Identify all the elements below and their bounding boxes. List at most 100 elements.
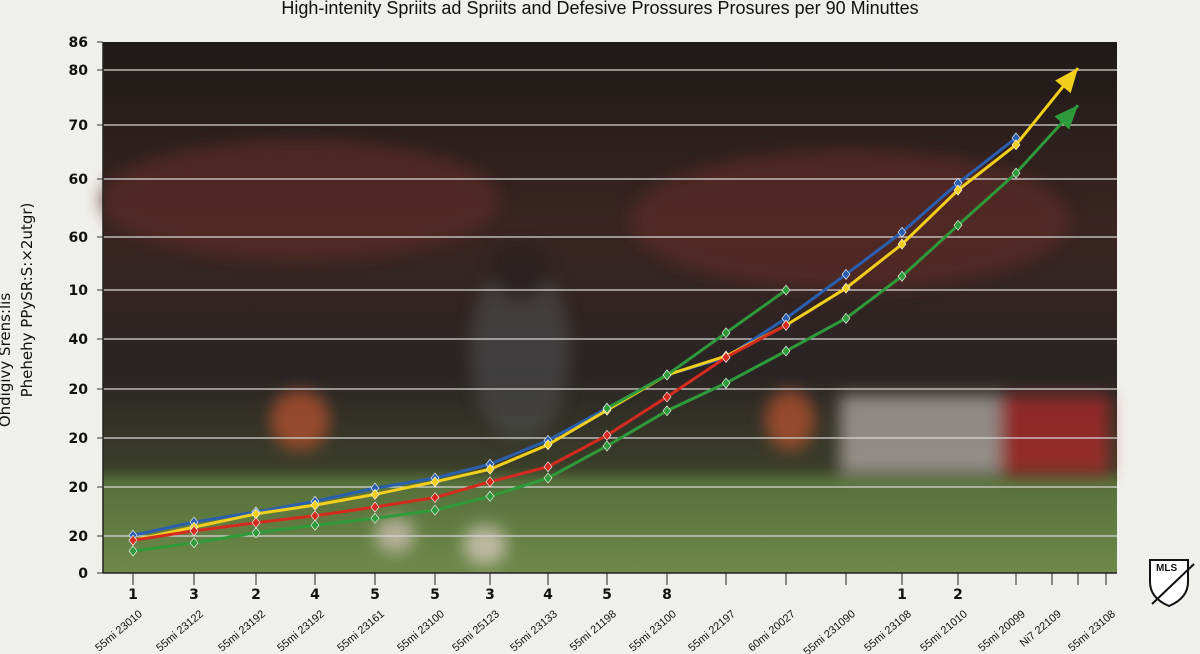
data-point — [1011, 139, 1021, 151]
x-tick-label: 3 — [189, 587, 199, 603]
arrowhead — [1054, 105, 1078, 130]
data-point — [189, 537, 199, 549]
data-point — [897, 238, 907, 250]
data-point — [543, 439, 553, 451]
series-4 — [602, 284, 791, 414]
series-2 — [128, 319, 791, 546]
y-tick-label: 40 — [69, 332, 89, 348]
x-tick-label: 4 — [310, 587, 320, 603]
x-tick-label: 5 — [370, 587, 380, 603]
x-date-label: 55mi 23192 — [275, 608, 327, 654]
data-point — [721, 351, 731, 363]
x-tick-label: 1 — [897, 587, 907, 603]
x-date-label: 55mi 23192 — [216, 608, 268, 654]
data-point — [602, 440, 612, 452]
x-date-label: 55mi 23108 — [1066, 608, 1118, 654]
y-tick-label: 60 — [69, 230, 89, 246]
series-group — [128, 67, 1080, 557]
y-tick-label: 86 — [69, 35, 88, 51]
data-point — [953, 219, 963, 231]
y-axis-label-line-2: Phehehy PPySR:S:×2utgr) — [18, 203, 36, 398]
x-date-label: 55mi 23122 — [154, 608, 206, 654]
data-point — [485, 463, 495, 475]
y-tick-label: 80 — [69, 63, 89, 79]
data-point — [662, 391, 672, 403]
x-date-label: 60mi 20027 — [746, 608, 798, 654]
data-point — [310, 499, 320, 511]
data-point — [721, 377, 731, 389]
series-3 — [128, 104, 1080, 557]
data-point — [370, 512, 380, 524]
plot-background — [100, 42, 1117, 573]
y-tick-label: 20 — [69, 480, 89, 496]
data-point — [662, 369, 672, 381]
data-point — [189, 525, 199, 537]
data-point — [430, 476, 440, 488]
data-point — [370, 501, 380, 513]
x-date-label: 55mi 23010 — [93, 608, 145, 654]
data-point — [781, 319, 791, 331]
x-tick-label: 5 — [602, 587, 612, 603]
y-tick-label: 20 — [69, 529, 89, 545]
x-date-label: 55mi 21198 — [568, 608, 619, 654]
x-date-label: 55mi 23100 — [395, 608, 447, 654]
x-tick-label: 5 — [430, 587, 440, 603]
data-point — [781, 345, 791, 357]
x-date-label: 55mi 25123 — [450, 608, 502, 654]
x-date-label: 55mi 23161 — [335, 608, 387, 654]
data-point — [841, 312, 851, 324]
x-date-label: 55mi 231090 — [801, 608, 857, 654]
y-axis: 0 20 20 20 20 40 10 60 60 70 80 86 — [69, 35, 104, 582]
x-tick-label: 1 — [128, 587, 138, 603]
data-point — [310, 519, 320, 531]
series-line — [132, 136, 1017, 537]
data-point — [602, 429, 612, 441]
grid — [103, 69, 1117, 537]
x-date-label: 55mi 22197 — [686, 608, 738, 654]
data-point — [251, 527, 261, 539]
y-axis-label-line-1: Ohdigivy Srens:lis — [0, 293, 14, 428]
chart-title: High-intenity Spriits ad Spriits and Def… — [281, 0, 918, 18]
y-tick-label: 20 — [69, 431, 89, 447]
y-tick-label: 70 — [69, 118, 89, 134]
data-point — [897, 226, 907, 238]
x-date-label: 55mi 23100 — [627, 608, 679, 654]
x-tick-label: 2 — [251, 587, 261, 603]
data-point — [430, 504, 440, 516]
mls-logo: MLS — [1149, 559, 1195, 608]
data-point — [543, 461, 553, 473]
data-point — [721, 327, 731, 339]
x-date-label: 55mi 21010 — [918, 608, 970, 654]
data-point — [128, 534, 138, 546]
data-point — [128, 545, 138, 557]
y-tick-label: 10 — [69, 283, 89, 299]
data-point — [841, 282, 851, 294]
x-date-label: 55mi 23133 — [508, 608, 560, 654]
data-point — [1011, 167, 1021, 179]
x-tick-label: 2 — [953, 587, 963, 603]
y-tick-label: 0 — [78, 566, 88, 582]
y-tick-label: 20 — [69, 382, 89, 398]
logo-text: MLS — [1156, 563, 1177, 574]
data-point — [781, 284, 791, 296]
data-point — [485, 476, 495, 488]
x-tick-label: 8 — [662, 587, 672, 603]
data-point — [602, 402, 612, 414]
data-point — [543, 472, 553, 484]
data-point — [485, 490, 495, 502]
arrowhead — [1055, 68, 1078, 94]
x-tick-label: 4 — [543, 587, 553, 603]
x-date-label: 55mi 20099 — [976, 608, 1028, 654]
series-line — [606, 288, 787, 410]
series-line — [132, 323, 787, 542]
data-point — [370, 488, 380, 500]
data-point — [430, 492, 440, 504]
data-point — [897, 270, 907, 282]
data-point — [662, 405, 672, 417]
x-date-label: 55mi 23108 — [862, 608, 914, 654]
data-point — [841, 268, 851, 280]
x-tick-label: 3 — [485, 587, 495, 603]
